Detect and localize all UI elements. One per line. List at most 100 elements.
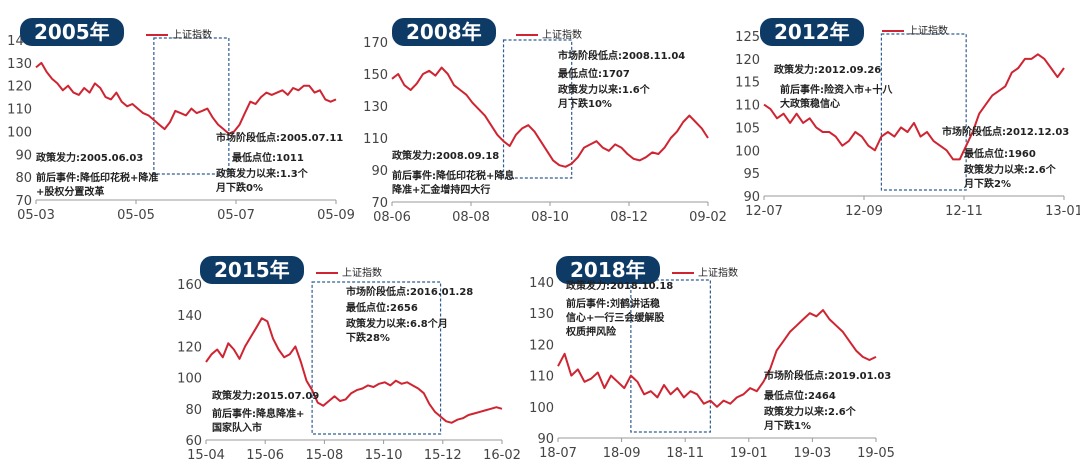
annotation-text: 政策发力:2015.07.09 [212,391,320,402]
year-badge: 2018年 [556,256,660,284]
chart-svg: 60 80 100 120 140 160 15-04 15-06 15-08 15-10 15-1… [177,278,521,463]
chart-panel-2012: 90 95 100 105 110 115 120 125 12-07 12-09 12-11 13-… [720,0,1080,232]
x-tick-label: 12-09 [845,204,883,219]
legend-label: 上证指数 [908,26,948,37]
y-tick-label: 160 [177,278,202,293]
y-tick-label: 100 [177,372,202,387]
x-tick-label: 08-10 [531,210,569,225]
legend-label: 上证指数 [698,268,738,279]
x-tick-label: 05-03 [17,208,55,223]
x-tick-label: 18-11 [666,446,704,461]
annotation-text: 最低点位:1011 [232,153,304,164]
y-tick-label: 120 [529,338,554,353]
annotation-text: 前后事件:降低印花税+降准 +股权分置改革 [36,173,159,198]
policy-window-box [880,33,967,191]
annotation-text: 政策发力以来:6.8个月 下跌28% [346,319,448,344]
annotation-text: 政策发力以来:2.6个 月下跌1% [764,407,856,432]
annotation-text: 前后事件:险资入市+十八 大政策稳信心 [780,85,893,110]
x-tick-label: 05-07 [217,208,255,223]
y-tick-label: 70 [371,196,388,211]
legend: 上证指数 [516,26,582,41]
x-tick-label: 19-03 [794,446,832,461]
annotation-text: 政策发力:2008.09.18 [392,151,500,162]
y-tick-label: 90 [371,164,388,179]
x-tick-label: 16-02 [483,448,521,463]
y-tick-label: 110 [363,132,388,147]
legend: 上证指数 [882,22,948,37]
x-tick-label: 12-11 [945,204,983,219]
y-tick-label: 125 [735,30,760,45]
annotation-text: 政策发力以来:1.6个 月下跌10% [558,85,650,110]
year-badge: 2012年 [760,18,864,46]
chart-svg: 90 100 110 120 130 140 18-07 18-09 18-11 19-01 19-… [529,276,895,461]
x-tick-label: 15-04 [187,448,225,463]
x-tick-label: 09-02 [689,210,727,225]
policy-window-box [153,37,230,175]
y-tick-label: 170 [363,36,388,51]
y-tick-label: 90 [537,432,554,447]
y-tick-label: 140 [529,276,554,291]
annotation-text: 政策发力以来:1.3个 月下跌0% [216,169,308,194]
x-tick-label: 12-07 [745,204,783,219]
y-tick-label: 130 [529,307,554,322]
x-tick-label: 19-01 [730,446,768,461]
legend: 上证指数 [146,26,212,41]
y-tick-label: 140 [177,309,202,324]
series-line-shanghai-index [205,317,503,424]
y-tick-label: 100 [7,125,32,140]
x-tick-label: 19-05 [857,446,895,461]
annotation-text: 最低点位:1960 [964,149,1036,160]
x-tick-label: 15-08 [306,448,344,463]
annotation-text: 市场阶段低点:2008.11.04 [558,51,686,62]
annotation-text: 前后事件:降低印花税+降息 降准+汇金增持四大行 [392,171,515,196]
chart-panel-2015: 60 80 100 120 140 160 15-04 15-06 15-08 15-10 15-1… [170,242,521,465]
annotation-text: 最低点位:1707 [558,69,630,80]
annotation-text: 市场阶段低点:2012.12.03 [942,127,1070,138]
y-tick-label: 130 [363,100,388,115]
legend-label: 上证指数 [542,30,582,41]
x-tick-label: 05-09 [317,208,355,223]
x-tick-label: 08-12 [610,210,648,225]
y-tick-label: 60 [185,434,202,449]
year-badge: 2008年 [392,18,496,46]
chart-panel-2018: 90 100 110 120 130 140 18-07 18-09 18-11 19-01 19-… [520,242,900,465]
annotation-text: 市场阶段低点:2005.07.11 [216,133,344,144]
legend: 上证指数 [672,264,738,279]
x-tick-label: 08-08 [452,210,490,225]
chart-svg: 90 95 100 105 110 115 120 125 12-07 12-09 12-11 13-… [735,30,1080,219]
legend-swatch [316,272,338,274]
y-tick-label: 115 [735,76,760,91]
annotation-text: 市场阶段低点:2016.01.28 [346,287,474,298]
legend: 上证指数 [316,264,382,279]
annotation-text: 最低点位:2656 [346,303,418,314]
y-tick-label: 100 [735,144,760,159]
x-tick-label: 15-12 [424,448,462,463]
policy-window-box [630,279,711,433]
y-tick-label: 110 [7,103,32,118]
y-tick-label: 120 [735,53,760,68]
y-tick-label: 80 [15,171,32,186]
annotation-text: 政策发力:2005.06.03 [36,153,144,164]
legend-swatch [882,30,904,32]
legend-swatch [146,34,168,36]
legend-swatch [516,34,538,36]
annotation-text: 政策发力:2018.10.18 [566,281,674,292]
y-tick-label: 90 [15,148,32,163]
x-tick-label: 05-05 [117,208,155,223]
chart-panel-2008: 70 90 110 130 150 170 08-06 08-08 08-10 08-12 09-0… [358,0,727,232]
annotation-text: 政策发力以来:2.6个 月下跌2% [964,165,1056,190]
x-tick-label: 15-10 [365,448,403,463]
y-tick-label: 80 [185,403,202,418]
series-line-shanghai-index [557,309,877,408]
year-badge: 2005年 [20,18,124,46]
annotation-text: 政策发力:2012.09.26 [774,65,882,76]
y-tick-label: 130 [7,57,32,72]
chart-panel-2005: 70 80 90 100 110 120 130 140 05-03 05-05 05-07 05-0… [0,0,355,232]
annotation-text: 前后事件:降息降准+ 国家队入市 [212,409,305,434]
y-tick-label: 110 [529,370,554,385]
annotation-text: 前后事件:刘鹤讲话稳 信心+一行三会缓解股 权质押风险 [566,299,665,338]
y-tick-label: 150 [363,68,388,83]
year-badge: 2015年 [200,256,304,284]
y-tick-label: 100 [529,401,554,416]
